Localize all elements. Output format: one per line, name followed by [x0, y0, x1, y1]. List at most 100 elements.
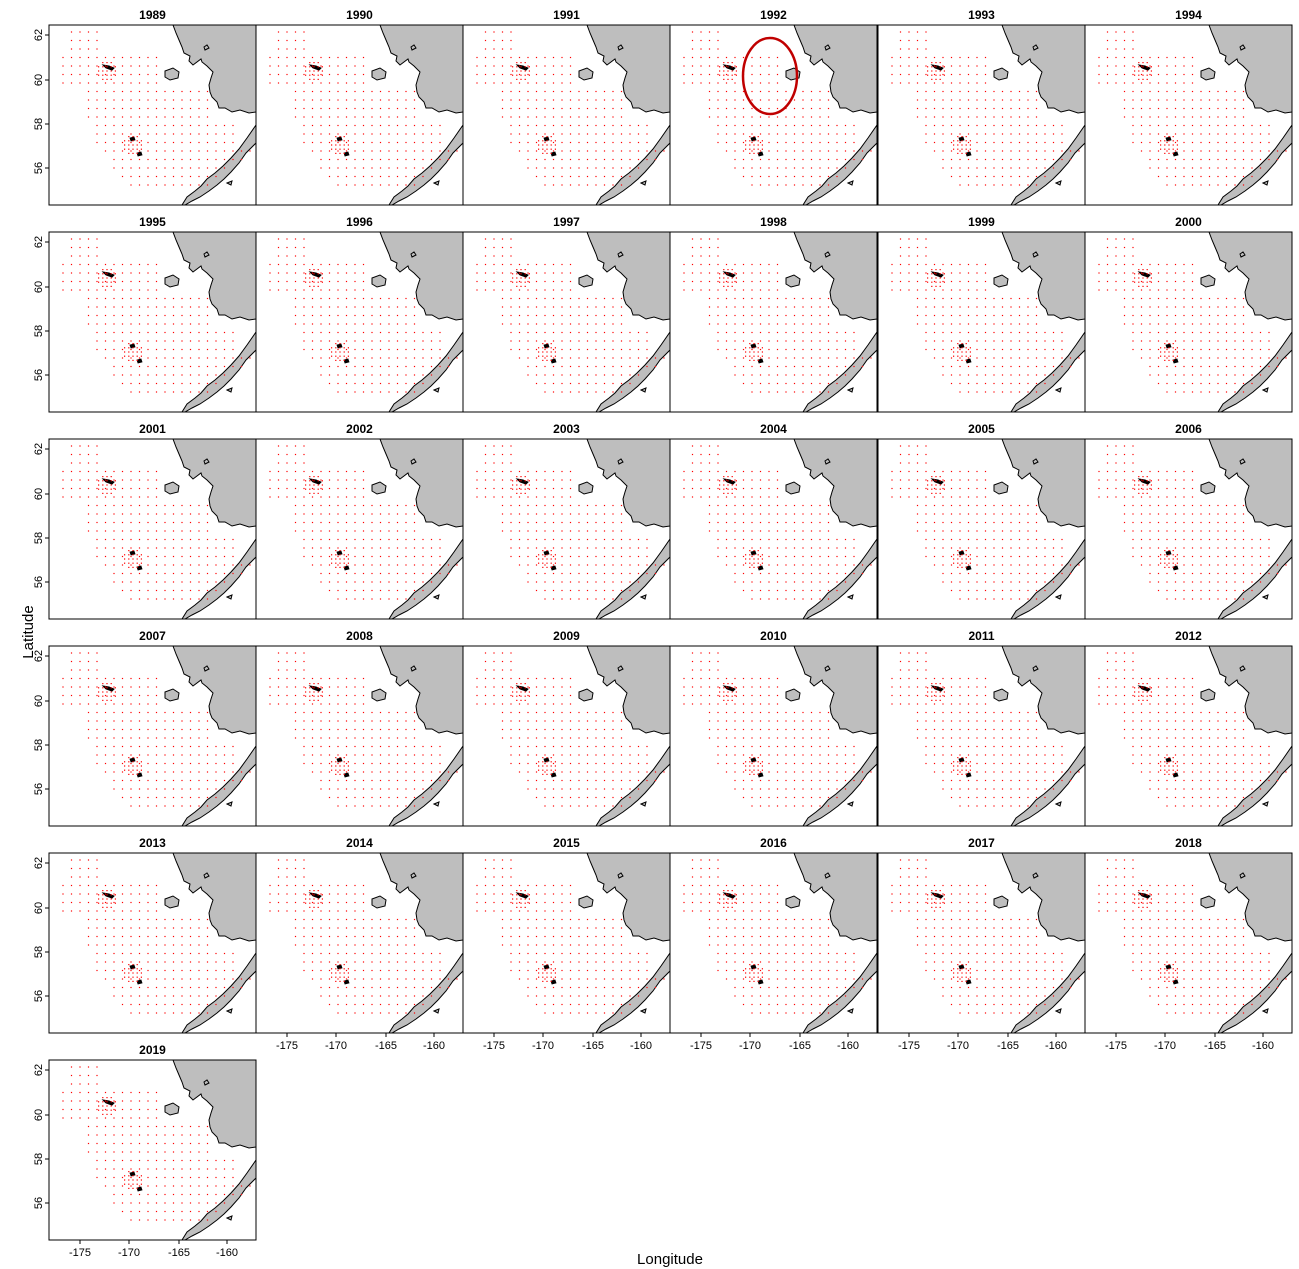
- station-point: [603, 184, 606, 186]
- alaska-mainland: [586, 25, 670, 114]
- station-point: [147, 184, 149, 186]
- coastal-island: [824, 44, 831, 51]
- station-point: [976, 365, 978, 368]
- station-point: [294, 289, 297, 291]
- station-point: [379, 504, 382, 507]
- station-point: [1183, 289, 1185, 291]
- station-point: [354, 547, 356, 549]
- station-point: [993, 513, 995, 515]
- station-point: [700, 65, 702, 67]
- station-point: [1208, 107, 1211, 110]
- station-point: [240, 158, 243, 161]
- station-point: [836, 348, 838, 351]
- station-point: [106, 285, 108, 287]
- station-point: [528, 488, 530, 490]
- station-point: [1001, 323, 1004, 325]
- station-point: [527, 167, 529, 169]
- station-point: [1166, 331, 1168, 334]
- station-point: [303, 297, 305, 300]
- station-point: [1234, 297, 1236, 300]
- station-point: [484, 470, 487, 473]
- station-point: [1225, 323, 1228, 325]
- station-point: [1174, 340, 1177, 342]
- station-point: [759, 521, 762, 524]
- station-point: [309, 66, 311, 68]
- station-point: [1027, 357, 1029, 359]
- station-point: [1268, 141, 1270, 144]
- station-point: [953, 351, 955, 353]
- station-point: [933, 306, 936, 308]
- station-point: [550, 347, 552, 349]
- station-point: [113, 572, 115, 575]
- station-point: [1268, 340, 1270, 342]
- station-point: [742, 158, 745, 161]
- station-point: [785, 555, 787, 558]
- station-point: [810, 564, 813, 566]
- station-point: [147, 323, 149, 325]
- station-point: [535, 124, 538, 127]
- station-point: [345, 357, 348, 359]
- station-point: [520, 70, 522, 72]
- station-point: [916, 107, 919, 110]
- station-point: [620, 538, 623, 541]
- station-point: [827, 581, 830, 583]
- station-point: [305, 281, 307, 283]
- station-point: [827, 184, 830, 186]
- station-point: [309, 476, 311, 478]
- station-point: [550, 566, 552, 568]
- station-point: [164, 348, 166, 351]
- station-point: [950, 348, 953, 351]
- station-point: [104, 272, 107, 274]
- station-point: [793, 175, 796, 178]
- station-point: [345, 150, 348, 152]
- station-point: [405, 547, 407, 549]
- station-point: [345, 297, 348, 300]
- station-point: [959, 175, 961, 178]
- station-point: [1140, 56, 1143, 59]
- station-point: [87, 530, 90, 532]
- station-point: [725, 65, 728, 67]
- y-tick-label: 56: [33, 576, 45, 588]
- station-point: [1164, 355, 1166, 357]
- station-point: [1176, 351, 1178, 353]
- station-point: [164, 141, 166, 144]
- station-point: [776, 65, 779, 67]
- station-point: [620, 504, 623, 507]
- station-point: [79, 31, 81, 33]
- station-point: [916, 31, 919, 33]
- station-point: [1234, 99, 1236, 101]
- station-point: [172, 141, 175, 144]
- station-point: [113, 547, 115, 549]
- station-point: [802, 572, 804, 575]
- station-point: [950, 133, 953, 135]
- station-point: [527, 470, 529, 473]
- station-point: [561, 167, 563, 169]
- station-point: [413, 158, 416, 161]
- station-point: [362, 65, 365, 67]
- station-point: [181, 530, 183, 532]
- station-point: [953, 140, 955, 142]
- station-point: [561, 133, 563, 135]
- survey-stations: [683, 238, 872, 393]
- station-point: [223, 374, 226, 376]
- station-point: [121, 479, 124, 481]
- station-point: [959, 391, 961, 393]
- station-point: [1183, 391, 1185, 393]
- station-point: [561, 538, 563, 541]
- station-point: [379, 297, 382, 300]
- station-point: [725, 133, 728, 135]
- station-point: [1166, 65, 1168, 67]
- station-point: [745, 148, 747, 150]
- station-point: [1035, 374, 1038, 376]
- station-point: [717, 555, 719, 558]
- station-point: [294, 297, 297, 300]
- station-point: [198, 357, 200, 359]
- station-point: [388, 184, 390, 186]
- station-point: [727, 70, 729, 72]
- station-point: [1106, 255, 1109, 257]
- station-point: [331, 140, 333, 142]
- station-point: [518, 73, 521, 76]
- station-point: [899, 462, 902, 464]
- station-point: [232, 348, 234, 351]
- station-point: [1132, 90, 1134, 93]
